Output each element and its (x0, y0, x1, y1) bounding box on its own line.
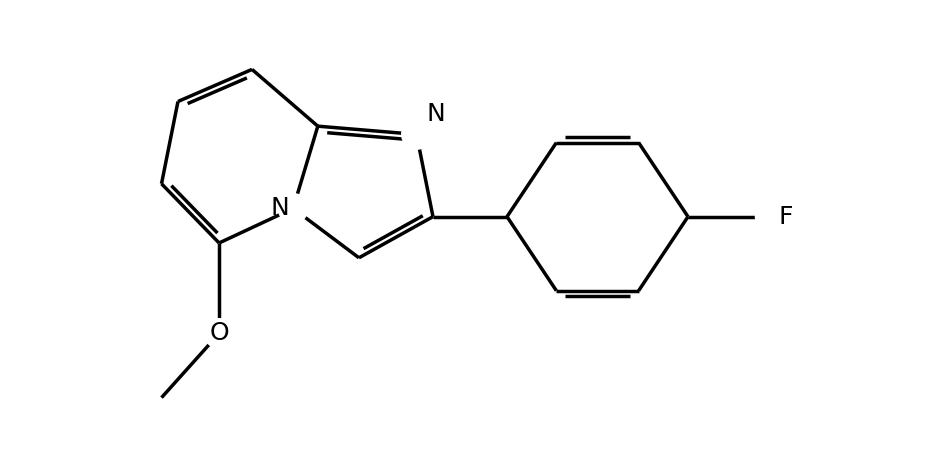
Circle shape (756, 202, 785, 231)
Circle shape (204, 319, 234, 348)
Circle shape (278, 194, 308, 223)
Text: O: O (210, 322, 229, 345)
Text: N: N (271, 196, 289, 220)
Text: N: N (427, 102, 446, 126)
Circle shape (401, 120, 431, 149)
Text: F: F (778, 205, 793, 229)
